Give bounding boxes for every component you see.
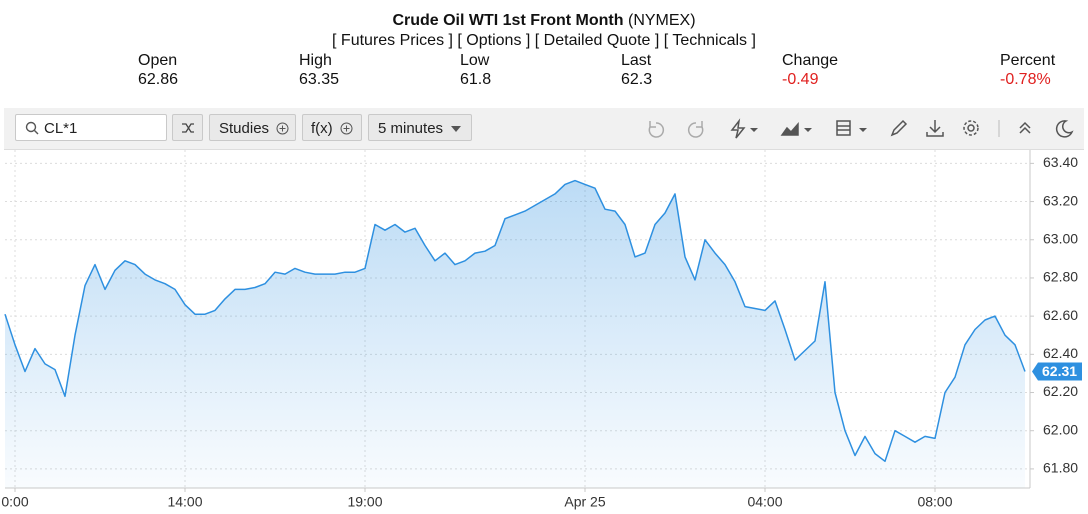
x-tick-label: Apr 25 — [564, 494, 605, 510]
draw-icon[interactable] — [730, 118, 746, 139]
stat-value: 63.35 — [299, 71, 340, 88]
chart-type-icon[interactable] — [780, 122, 799, 136]
search-icon — [25, 121, 39, 135]
stat-value: -0.78% — [1000, 71, 1051, 88]
stat: Open 62.86 — [138, 51, 178, 89]
pen-icon[interactable] — [890, 119, 908, 137]
download-icon[interactable] — [926, 120, 944, 137]
add-icon — [340, 122, 353, 135]
link[interactable]: [ Options ] — [457, 32, 531, 49]
interval: 5 minutes — [378, 120, 444, 137]
compare-button[interactable] — [172, 114, 203, 141]
stat: Change -0.49 — [782, 51, 838, 89]
layout-icon[interactable] — [836, 120, 851, 136]
stat-label: Last — [621, 52, 652, 69]
stat-value: 62.3 — [621, 71, 653, 88]
studies-button[interactable]: Studies — [209, 114, 296, 141]
redo-icon[interactable] — [687, 121, 704, 138]
stat-label: Percent — [1000, 52, 1056, 69]
link[interactable]: [ Futures Prices ] — [332, 32, 453, 49]
stat-value: -0.49 — [782, 71, 819, 88]
studies: Studies — [219, 120, 270, 137]
y-tick-label: 62.80 — [1043, 269, 1078, 285]
stat-label: Open — [138, 52, 178, 69]
x-tick-label: 04:00 — [747, 494, 782, 510]
y-tick-label: 63.40 — [1043, 154, 1078, 170]
x-tick-label: 08:00 — [917, 494, 952, 510]
functions: f(x) — [311, 120, 333, 137]
x-tick-label: 0:00 — [1, 494, 28, 510]
quote-title: Crude Oil WTI 1st Front Month (NYMEX) — [0, 12, 1088, 30]
stat-label: Low — [460, 52, 490, 69]
compare-icon — [182, 123, 194, 133]
area — [5, 180, 1025, 488]
toolbar-icons — [648, 118, 1074, 139]
y-tick-label: 63.00 — [1043, 230, 1078, 246]
settings-icon[interactable] — [967, 124, 975, 132]
y-tick-label: 62.60 — [1043, 307, 1078, 323]
interval-dropdown[interactable]: 5 minutes — [368, 114, 472, 141]
undo-icon[interactable] — [648, 121, 665, 138]
y-tick-label: 63.20 — [1043, 192, 1078, 208]
caret — [451, 126, 461, 132]
link[interactable]: [ Technicals ] — [663, 32, 756, 49]
theme-icon[interactable] — [1055, 120, 1074, 138]
stat-value: 62.86 — [138, 71, 179, 88]
symbol-input[interactable]: CL*1 — [15, 114, 167, 141]
exchange: (NYMEX) — [627, 12, 696, 29]
price-tag — [1032, 362, 1082, 381]
functions-button[interactable]: f(x) — [302, 114, 362, 141]
line — [4, 179, 1026, 463]
stat: High 63.35 — [299, 51, 339, 89]
price-tag-label: 62.31 — [1042, 363, 1077, 379]
symbol: CL*1 — [44, 120, 78, 137]
instrument-name: Crude Oil WTI 1st Front Month — [392, 12, 624, 29]
stat-label: High — [299, 52, 332, 69]
stat: Last 62.3 — [621, 51, 652, 89]
collapse-icon[interactable] — [1019, 121, 1031, 134]
y-tick-label: 62.00 — [1043, 421, 1078, 437]
stat: Percent -0.78% — [1000, 51, 1055, 89]
y-tick-label: 61.80 — [1043, 460, 1078, 476]
stat: Low 61.8 — [460, 51, 491, 89]
y-tick-label: 62.40 — [1043, 345, 1078, 361]
add-icon — [276, 122, 289, 135]
stat-value: 61.8 — [460, 71, 492, 88]
stat-label: Change — [782, 52, 839, 69]
x-tick-label: 19:00 — [347, 494, 382, 510]
x-tick-label: 14:00 — [167, 494, 202, 510]
quote-links: [ Futures Prices ] [ Options ] [ Detaile… — [0, 32, 1088, 50]
toolbar: CL*1 Studies f(x) 5 minutes — [4, 108, 1084, 150]
y-tick-label: 62.20 — [1043, 383, 1078, 399]
link[interactable]: [ Detailed Quote ] — [534, 32, 660, 49]
